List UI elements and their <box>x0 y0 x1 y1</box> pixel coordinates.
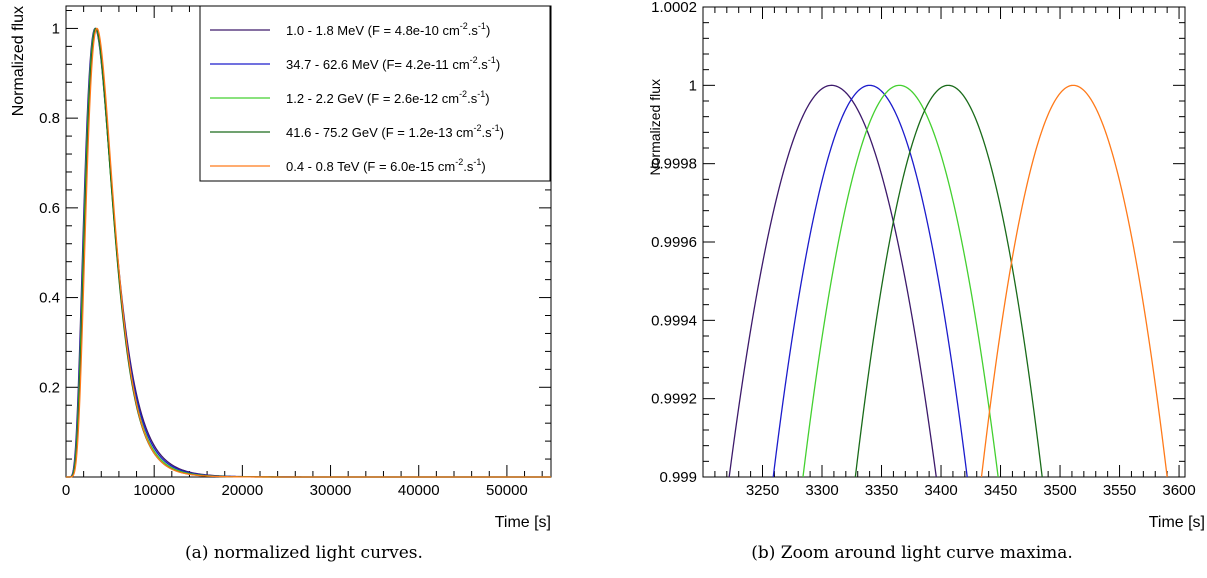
legend-entry: 1.2 - 2.2 GeV (F = 2.6e-12 cm-2.s-1) <box>286 89 490 106</box>
x-tick-label: 10000 <box>133 482 175 499</box>
y-tick-label: 1 <box>52 20 60 37</box>
series-line <box>66 27 551 478</box>
x-tick-label: 0 <box>62 482 70 499</box>
x-tick-label: 3250 <box>746 482 779 499</box>
x-tick-label: 3500 <box>1043 482 1076 499</box>
legend-entry: 0.4 - 0.8 TeV (F = 6.0e-15 cm-2.s-1) <box>286 157 486 174</box>
panel-a-x-axis-label: Time [s] <box>495 514 551 531</box>
series-line <box>802 84 999 478</box>
panel-b-caption: (b) Zoom around light curve maxima. <box>751 543 1073 563</box>
x-tick-label: 3600 <box>1162 482 1195 499</box>
series-line <box>980 84 1168 478</box>
x-tick-label: 3450 <box>984 482 1017 499</box>
x-tick-label: 40000 <box>398 482 440 499</box>
panel-a-legend: 1.0 - 1.8 MeV (F = 4.8e-10 cm-2.s-1) 34.7… <box>199 5 551 182</box>
panel-b-y-axis-label: Normalized flux <box>647 79 663 175</box>
legend-entry: 41.6 - 75.2 GeV (F = 1.2e-13 cm-2.s-1) <box>286 123 504 140</box>
panel-b-frame <box>702 6 1186 478</box>
x-tick-label: 3400 <box>924 482 957 499</box>
y-tick-label: 0.9992 <box>651 391 697 408</box>
panel-a-y-axis-label: Normalized flux <box>10 6 27 116</box>
panel-a-caption: (a) normalized light curves. <box>185 543 423 563</box>
x-tick-label: 3300 <box>805 482 838 499</box>
x-tick-label: 30000 <box>310 482 352 499</box>
x-tick-label: 20000 <box>222 482 264 499</box>
x-tick-label: 3550 <box>1103 482 1136 499</box>
legend-box <box>199 5 551 182</box>
y-tick-label: 0.6 <box>39 200 60 217</box>
y-tick-label: 0.9996 <box>651 234 697 251</box>
series-line <box>728 84 937 478</box>
panel-b-series <box>728 84 1168 478</box>
panel-b-chart: 3250 3300 3350 3400 3450 3500 3550 3600 0.999 0.9… <box>647 0 1205 531</box>
panel-a-chart: 0 10000 20000 30000 40000 500000.20.40.60.81 … <box>10 5 552 531</box>
panel-b-x-axis-label: Time [s] <box>1149 514 1205 531</box>
y-tick-label: 1 <box>689 77 697 94</box>
y-tick-label: 0.8 <box>39 110 60 127</box>
panel-a-series <box>66 27 551 478</box>
panel-b-ticks: 3250 3300 3350 3400 3450 3500 3550 3600 0.999 0.9… <box>651 0 1196 499</box>
y-tick-label: 1.0002 <box>651 0 697 16</box>
y-tick-label: 0.9994 <box>651 312 697 329</box>
x-tick-label: 50000 <box>486 482 528 499</box>
y-tick-label: 0.9998 <box>651 156 697 173</box>
y-tick-label: 0.4 <box>39 290 60 307</box>
legend-entry: 1.0 - 1.8 MeV (F = 4.8e-10 cm-2.s-1) <box>286 21 490 38</box>
legend-entry: 34.7 - 62.6 MeV (F= 4.2e-11 cm-2.s-1) <box>286 55 500 72</box>
y-tick-label: 0.2 <box>39 379 60 396</box>
y-tick-label: 0.999 <box>659 469 697 486</box>
series-line <box>772 84 968 478</box>
series-line <box>854 84 1043 478</box>
x-tick-label: 3350 <box>865 482 898 499</box>
